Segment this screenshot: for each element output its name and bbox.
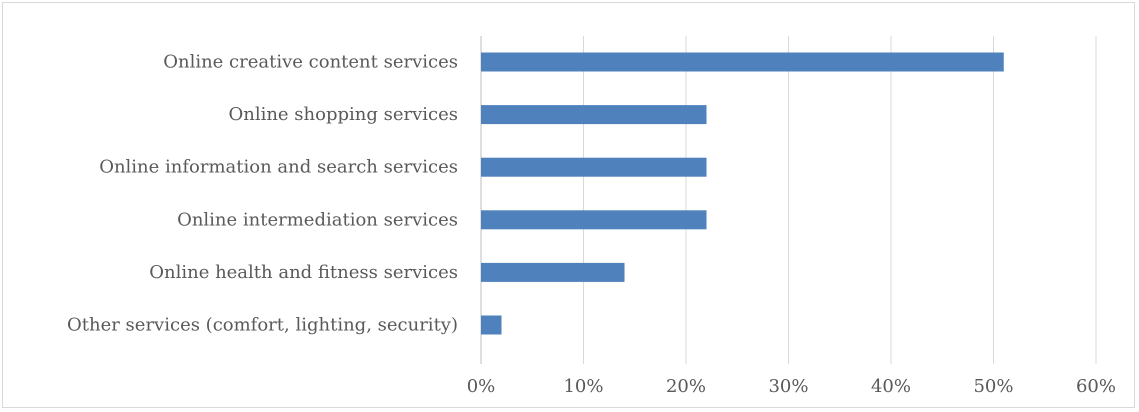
bar [481, 157, 707, 177]
bar [481, 262, 625, 282]
x-tick-label: 10% [563, 376, 603, 397]
bar [481, 52, 1004, 72]
x-tick-label: 50% [973, 376, 1013, 397]
category-label: Online intermediation services [177, 209, 458, 230]
gridlines [480, 36, 1097, 364]
bar [481, 315, 502, 335]
x-tick-label: 40% [871, 376, 911, 397]
x-tick-label: 0% [467, 376, 496, 397]
x-tick-label: 60% [1076, 376, 1116, 397]
bar [481, 105, 707, 125]
bar [481, 210, 707, 230]
bars [481, 52, 1004, 335]
x-tick-label: 20% [666, 376, 706, 397]
category-label: Other services (comfort, lighting, secur… [67, 315, 458, 336]
x-tick-label: 30% [768, 376, 808, 397]
category-labels: Online creative content services Online s… [67, 52, 458, 336]
x-tick-labels: 0% 10% 20% 30% 40% 50% 60% [467, 376, 1116, 397]
category-label: Online information and search services [99, 157, 458, 178]
category-label: Online creative content services [163, 52, 458, 73]
category-label: Online shopping services [228, 104, 458, 125]
category-label: Online health and fitness services [149, 262, 458, 283]
